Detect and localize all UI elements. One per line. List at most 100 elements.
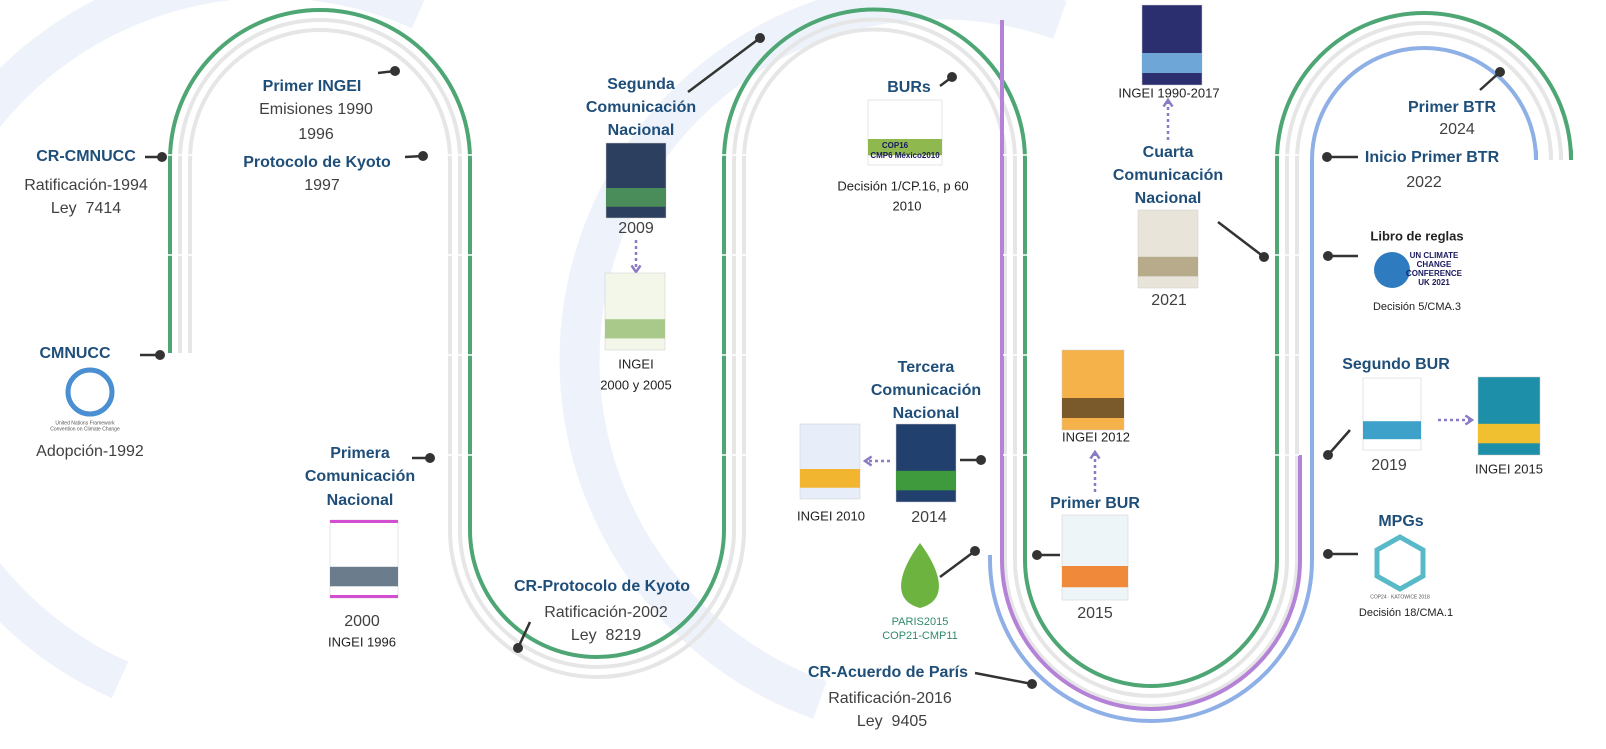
labels: CR-CMNUCC Ratificación-1994 Ley 7414 CMNUCC… bbox=[24, 76, 1543, 730]
milestone-text: 2000 y 2005 bbox=[600, 377, 672, 392]
milestone-text: 2000 bbox=[344, 613, 380, 630]
milestone-text: Ley 8219 bbox=[571, 627, 641, 644]
milestone-title: Inicio Primer BTR bbox=[1365, 149, 1500, 166]
cover-band bbox=[896, 471, 956, 491]
cover-band bbox=[1142, 53, 1202, 73]
milestone-title: CR-Acuerdo de París bbox=[808, 664, 968, 681]
milestone-title: Nacional bbox=[608, 122, 675, 139]
milestone-title: Comunicación bbox=[871, 382, 981, 399]
cover-band bbox=[1138, 257, 1198, 277]
milestone-title: Nacional bbox=[893, 405, 960, 422]
milestone-title: CR-Protocolo de Kyoto bbox=[514, 578, 690, 595]
connector-dot bbox=[1323, 549, 1333, 559]
unfccc-logo bbox=[68, 370, 112, 414]
cover-band bbox=[800, 469, 860, 488]
cover-band bbox=[1478, 424, 1540, 444]
milestone-title: Segunda bbox=[607, 76, 675, 93]
connector-dot bbox=[1323, 251, 1333, 261]
milestone-title: Cuarta bbox=[1143, 144, 1194, 161]
cover-band bbox=[605, 319, 665, 338]
logo-text: CMP6 México2010 bbox=[870, 151, 940, 160]
logo-text: CONFERENCE bbox=[1406, 269, 1463, 278]
connector-dot bbox=[976, 455, 986, 465]
milestone-text: INGEI 2010 bbox=[797, 508, 865, 523]
milestone-title: BURs bbox=[887, 79, 931, 96]
cover-band bbox=[1062, 566, 1128, 587]
logo-text: PARIS2015 bbox=[892, 616, 949, 628]
rainbow-bar bbox=[330, 520, 398, 523]
connector-dot bbox=[155, 350, 165, 360]
cover-band bbox=[330, 567, 398, 587]
milestone-text: Decisión 1/CP.16, p 60 bbox=[837, 178, 968, 193]
milestone-text: INGEI 1990-2017 bbox=[1118, 85, 1219, 100]
milestone-text: 2015 bbox=[1077, 605, 1113, 622]
logo-text: COP24 · KATOWICE 2018 bbox=[1370, 594, 1430, 600]
connector-dot bbox=[390, 66, 400, 76]
milestone-text: Ratificación-2002 bbox=[544, 604, 668, 621]
logo-text: UK 2021 bbox=[1418, 278, 1450, 287]
milestone-text: 2024 bbox=[1439, 121, 1475, 138]
connector-dot bbox=[1322, 152, 1332, 162]
connector-dot bbox=[418, 151, 428, 161]
milestone-title: CMNUCC bbox=[39, 345, 111, 362]
milestone-text: Adopción-1992 bbox=[36, 443, 144, 460]
milestone-text: 1997 bbox=[304, 177, 340, 194]
milestone-text: 2010 bbox=[893, 198, 922, 213]
milestone-title: Primer BTR bbox=[1408, 99, 1496, 116]
milestone-title: CR-CMNUCC bbox=[36, 148, 136, 165]
track-purple bbox=[1002, 20, 1300, 709]
milestone-text: INGEI bbox=[618, 356, 653, 371]
connector-dot bbox=[755, 33, 765, 43]
milestone-text: INGEI 1996 bbox=[328, 634, 396, 649]
logo-text: COP16 bbox=[882, 141, 909, 150]
cover-band bbox=[1363, 421, 1421, 439]
rainbow-bar bbox=[330, 595, 398, 598]
timeline-diagram: CR-CMNUCC Ratificación-1994 Ley 7414 CMNUCC… bbox=[0, 0, 1606, 749]
milestone-title: Protocolo de Kyoto bbox=[243, 154, 391, 171]
connector bbox=[940, 551, 975, 577]
milestone-text: Ley 7414 bbox=[51, 200, 121, 217]
connector bbox=[975, 673, 1032, 684]
milestone-text: INGEI 2015 bbox=[1475, 461, 1543, 476]
milestone-title: Nacional bbox=[327, 492, 394, 509]
milestone-title: Libro de reglas bbox=[1370, 228, 1463, 243]
milestone-title: Primera bbox=[330, 445, 390, 462]
paris-leaf bbox=[901, 543, 939, 608]
katowice-logo bbox=[1377, 537, 1423, 589]
connector-dot bbox=[1259, 252, 1269, 262]
logo-text: Convention on Climate Change bbox=[50, 426, 120, 432]
milestone-title: Comunicación bbox=[586, 99, 696, 116]
connector-dot bbox=[513, 643, 523, 653]
milestone-text: Ratificación-1994 bbox=[24, 177, 148, 194]
milestone-text: 2009 bbox=[618, 220, 654, 237]
milestone-title: Segundo BUR bbox=[1342, 356, 1450, 373]
milestone-text: Ley 9405 bbox=[857, 713, 927, 730]
milestone-text: Ratificación-2016 bbox=[828, 690, 952, 707]
milestone-text: 2022 bbox=[1406, 174, 1442, 191]
milestone-text: Decisión 18/CMA.1 bbox=[1359, 607, 1453, 619]
globe-logo bbox=[1374, 252, 1410, 288]
logo-text: COP21-CMP11 bbox=[882, 630, 958, 642]
logo-text: UN CLIMATE bbox=[1410, 251, 1459, 260]
milestone-text: Decisión 5/CMA.3 bbox=[1373, 301, 1461, 313]
cover-band bbox=[606, 188, 666, 207]
connector-dot bbox=[1032, 550, 1042, 560]
milestone-text: 2014 bbox=[911, 509, 947, 526]
milestone-title: Comunicación bbox=[1113, 167, 1223, 184]
connector-dot bbox=[1495, 67, 1505, 77]
connector bbox=[1218, 222, 1264, 257]
milestone-title: Tercera bbox=[898, 359, 955, 376]
milestone-text: INGEI 2012 bbox=[1062, 429, 1130, 444]
connector-dot bbox=[947, 72, 957, 82]
milestone-text: 2021 bbox=[1151, 292, 1187, 309]
milestone-text: 2019 bbox=[1371, 457, 1407, 474]
connector-dot bbox=[1323, 450, 1333, 460]
milestone-title: Primer INGEI bbox=[263, 78, 362, 95]
connector-dot bbox=[970, 546, 980, 556]
milestone-title: Primer BUR bbox=[1050, 495, 1140, 512]
milestone-text: 1996 bbox=[298, 126, 334, 143]
cover-band bbox=[1062, 398, 1124, 418]
connector-dot bbox=[1027, 679, 1037, 689]
milestone-text: Emisiones 1990 bbox=[259, 101, 373, 118]
logo-text: CHANGE bbox=[1417, 260, 1452, 269]
